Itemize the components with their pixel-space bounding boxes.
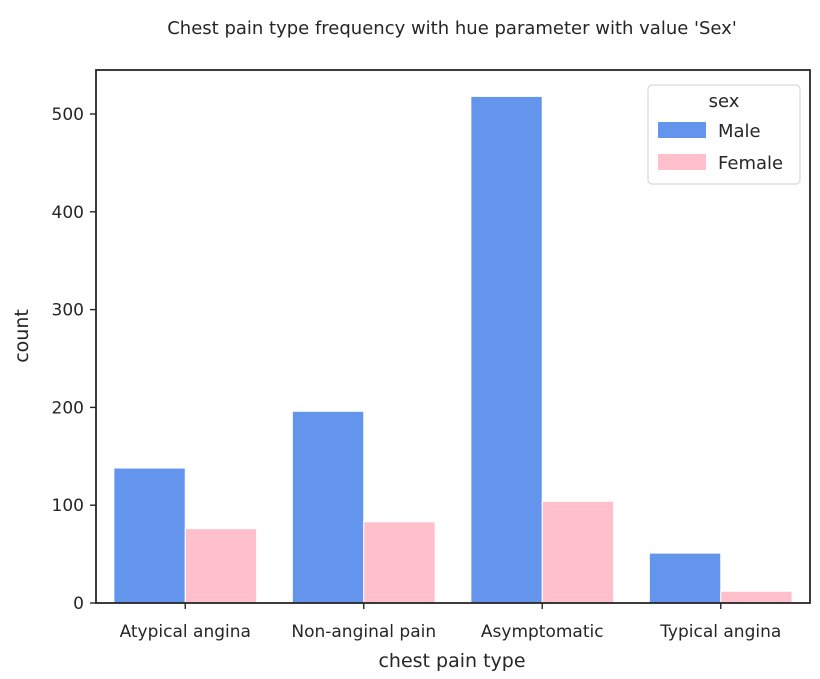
legend-label-female: Female — [718, 153, 783, 174]
chart-title: Chest pain type frequency with hue param… — [167, 18, 737, 39]
x-tick-label: Asymptomatic — [481, 622, 604, 642]
legend-label-male: Male — [718, 121, 761, 142]
legend-swatch-male — [658, 122, 706, 138]
legend-swatch-female — [658, 154, 706, 170]
bar-female-atypical-angina — [184, 528, 258, 604]
y-tick-label: 500 — [52, 105, 84, 125]
bars-group — [113, 95, 793, 604]
x-tick-label: Typical angina — [659, 622, 781, 642]
bar-male-typical-angina — [648, 552, 722, 604]
x-axis-label: chest pain type — [378, 650, 525, 672]
bar-male-asymptomatic — [470, 95, 543, 604]
x-axis-ticks: Atypical angina Non-anginal pain Asymptoma… — [120, 603, 781, 642]
x-tick-label: Non-anginal pain — [291, 622, 436, 642]
plot-frame — [95, 69, 811, 604]
y-tick-label: 400 — [52, 203, 84, 223]
bar-female-non-anginal-pain — [363, 521, 436, 604]
bar-male-non-anginal-pain — [291, 410, 365, 604]
y-tick-label: 0 — [73, 594, 84, 614]
bar-male-atypical-angina — [113, 467, 186, 604]
y-tick-label: 100 — [52, 496, 84, 516]
y-tick-label: 200 — [52, 398, 84, 418]
x-tick-label: Atypical angina — [120, 622, 251, 642]
y-axis-label: count — [11, 309, 33, 363]
legend: sex Male Female — [647, 84, 801, 185]
y-tick-label: 300 — [52, 301, 84, 321]
legend-title: sex — [709, 91, 740, 112]
y-axis-ticks: 0 100 200 300 400 500 — [52, 105, 96, 614]
bar-female-asymptomatic — [541, 500, 615, 604]
bar-female-typical-angina — [720, 590, 793, 604]
